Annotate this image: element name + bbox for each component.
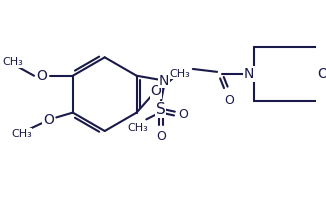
Text: O: O [224,95,234,107]
Text: N: N [158,74,169,88]
Text: O: O [43,113,54,127]
Text: CH₃: CH₃ [169,69,190,79]
Text: S: S [156,102,166,117]
Text: O: O [178,108,188,121]
Text: O: O [151,84,161,98]
Text: CH₃: CH₃ [11,129,32,139]
Text: O: O [36,69,47,83]
Text: N: N [244,67,254,81]
Text: CH₃: CH₃ [2,57,23,67]
Text: O: O [317,67,326,81]
Text: CH₃: CH₃ [127,123,148,133]
Text: O: O [156,130,166,143]
